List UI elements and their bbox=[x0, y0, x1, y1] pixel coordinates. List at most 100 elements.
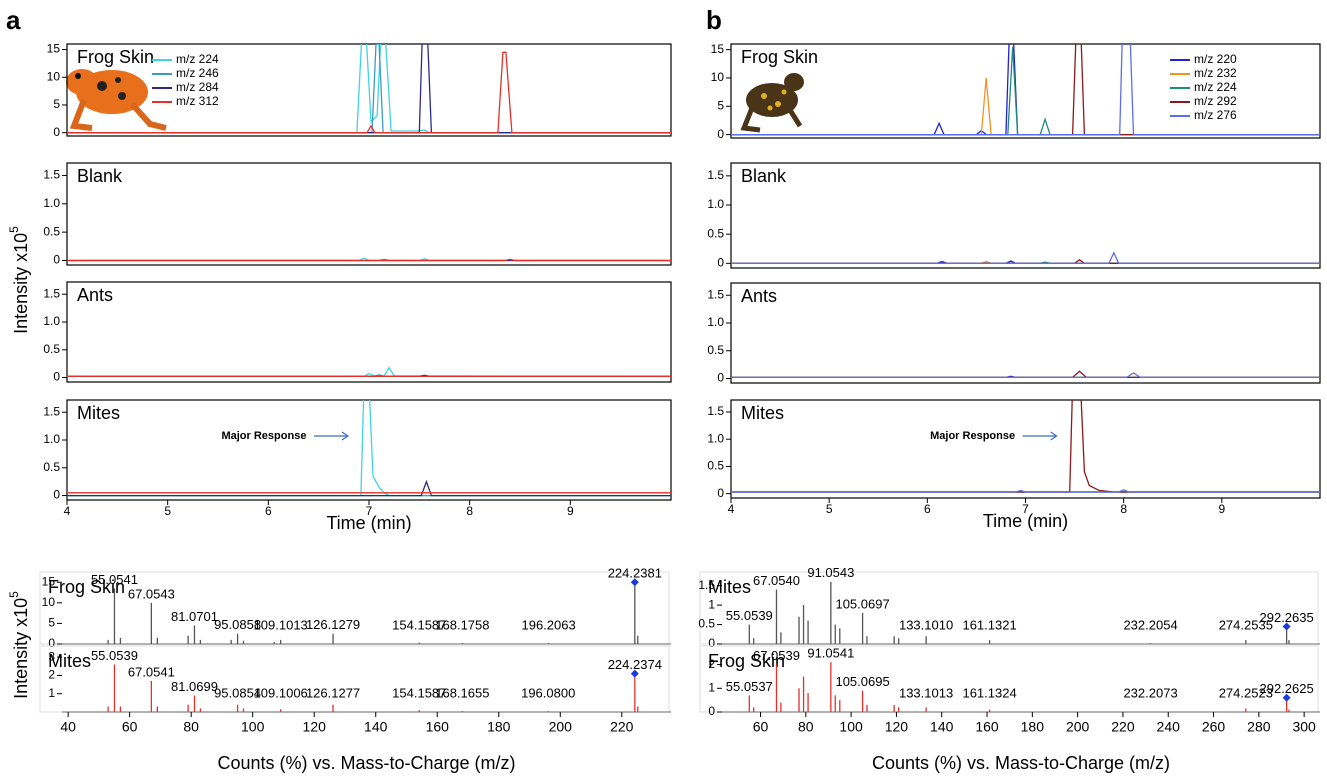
x-tick-label: 220 bbox=[1111, 719, 1135, 735]
y-label-exponent: 5 bbox=[7, 226, 21, 233]
legend-label: m/z 224 bbox=[176, 52, 219, 66]
y-tick-label: 0 bbox=[53, 125, 60, 139]
series-line bbox=[67, 366, 671, 378]
annotation-arrow bbox=[313, 431, 350, 441]
series-line bbox=[731, 372, 1320, 379]
x-axis-label: Counts (%) vs. Mass-to-Charge (m/z) bbox=[217, 753, 515, 773]
subplot-title: Frog Skin bbox=[77, 47, 154, 67]
x-tick-label: 280 bbox=[1247, 719, 1271, 735]
x-tick-label: 180 bbox=[487, 719, 511, 735]
peak-label: 196.2063 bbox=[521, 617, 575, 632]
x-tick-label: 7 bbox=[366, 504, 373, 518]
peak-label: 81.0699 bbox=[171, 679, 218, 694]
peak-label: 126.1279 bbox=[306, 617, 360, 632]
subplot: Ants 0 0.5 1.0 1.5 bbox=[707, 282, 1321, 385]
lines bbox=[731, 44, 1320, 136]
legend-label: m/z 292 bbox=[1194, 94, 1237, 108]
x-tick-label: 60 bbox=[122, 719, 138, 735]
x-tick-label: 5 bbox=[826, 502, 833, 516]
y-tick-label: 1.5 bbox=[43, 168, 60, 182]
peak-label: 161.1324 bbox=[962, 685, 1016, 700]
subplot-title: Mites bbox=[77, 403, 120, 423]
y-tick-label: 10 bbox=[47, 69, 61, 83]
peak-label: 292.2625 bbox=[1260, 681, 1314, 696]
subplot-title: Mites bbox=[48, 651, 91, 671]
lines bbox=[731, 400, 1320, 493]
peak-label: 161.1321 bbox=[962, 617, 1016, 632]
y-tick-label: 15 bbox=[42, 574, 56, 588]
x-tick-label: 80 bbox=[798, 719, 814, 735]
y-tick-label: 1 bbox=[708, 680, 715, 694]
x-axis-label: Time (min) bbox=[983, 511, 1068, 531]
x-tick-label: 160 bbox=[975, 719, 999, 735]
frog-illustration bbox=[66, 69, 167, 131]
subplot-title: Ants bbox=[741, 286, 777, 306]
frame bbox=[66, 281, 672, 383]
frame bbox=[730, 282, 1321, 384]
y-tick-label: 1.5 bbox=[698, 578, 715, 592]
subplot: Ants 0 0.5 1.0 1.5 bbox=[43, 281, 672, 384]
peak-label: 55.0539 bbox=[726, 608, 773, 623]
x-axis-label: Time (min) bbox=[326, 513, 411, 533]
x-tick-label: 4 bbox=[728, 502, 735, 516]
y-tick-label: 10 bbox=[711, 70, 725, 84]
y-axis-label: Intensity x105 bbox=[7, 591, 31, 699]
y-tick-label: 0 bbox=[708, 704, 715, 718]
peak-label: 91.0543 bbox=[807, 565, 854, 580]
x-tick-label: 6 bbox=[924, 502, 931, 516]
legend-label: m/z 220 bbox=[1194, 52, 1237, 66]
lines bbox=[67, 366, 671, 378]
x-tick-label: 220 bbox=[610, 719, 634, 735]
series-line bbox=[731, 370, 1320, 379]
lines bbox=[731, 370, 1320, 379]
peak-label: 55.0537 bbox=[726, 679, 773, 694]
x-tick-label: 180 bbox=[1021, 719, 1045, 735]
y-tick-label: 0.5 bbox=[707, 459, 724, 473]
series-line bbox=[731, 44, 1320, 136]
y-tick-label: 0 bbox=[48, 636, 55, 650]
annotation: Major Response bbox=[930, 430, 1015, 442]
peak-label: 67.0541 bbox=[128, 664, 175, 679]
series-line bbox=[67, 258, 671, 262]
y-label-exponent: 5 bbox=[7, 591, 21, 598]
legend-label: m/z 276 bbox=[1194, 108, 1237, 122]
y-tick-label: 0 bbox=[53, 253, 60, 267]
panel-letter: b bbox=[706, 5, 722, 35]
legend-label: m/z 224 bbox=[1194, 80, 1237, 94]
series-line bbox=[67, 44, 671, 134]
precursor-marker bbox=[1282, 622, 1291, 631]
y-tick-label: 1.5 bbox=[707, 404, 724, 418]
precursor-marker bbox=[1282, 693, 1291, 702]
peak-label: 196.0800 bbox=[521, 685, 575, 700]
legend-label: m/z 232 bbox=[1194, 66, 1237, 80]
y-tick-label: 2 bbox=[48, 668, 55, 682]
x-tick-label: 4 bbox=[64, 504, 71, 518]
x-tick-label: 120 bbox=[303, 719, 327, 735]
peak-label: 95.0858 bbox=[214, 617, 261, 632]
y-tick-label: 5 bbox=[48, 616, 55, 630]
peak-label: 154.1587 bbox=[392, 685, 446, 700]
x-tick-label: 8 bbox=[466, 504, 473, 518]
y-tick-label: 0 bbox=[708, 636, 715, 650]
y-tick-label: 1.5 bbox=[707, 287, 724, 301]
x-tick-label: 7 bbox=[1022, 502, 1029, 516]
y-tick-label: 10 bbox=[42, 595, 56, 609]
subplot-title: Mites bbox=[741, 403, 784, 423]
peak-label: 55.0541 bbox=[91, 572, 138, 587]
peak-label: 274.2523 bbox=[1219, 685, 1273, 700]
precursor-marker bbox=[630, 578, 639, 587]
annotation-arrow bbox=[1022, 431, 1058, 441]
subplot: Mites 0 0.5 1.0 1.5 4 5 6 7 8 9 Time (min) Major Res… bbox=[707, 399, 1321, 531]
subplot-title: Frog Skin bbox=[708, 651, 785, 671]
series-line bbox=[67, 400, 671, 497]
legend-label: m/z 284 bbox=[176, 80, 219, 94]
x-tick-label: 200 bbox=[1066, 719, 1090, 735]
subplot: Blank 0 0.5 1.0 1.5 bbox=[707, 162, 1321, 270]
y-tick-label: 5 bbox=[717, 98, 724, 112]
y-tick-label: 3 bbox=[48, 649, 55, 663]
y-tick-label: 1.5 bbox=[43, 404, 60, 418]
y-label-text: Intensity x10 bbox=[11, 598, 31, 699]
lines bbox=[67, 400, 671, 497]
